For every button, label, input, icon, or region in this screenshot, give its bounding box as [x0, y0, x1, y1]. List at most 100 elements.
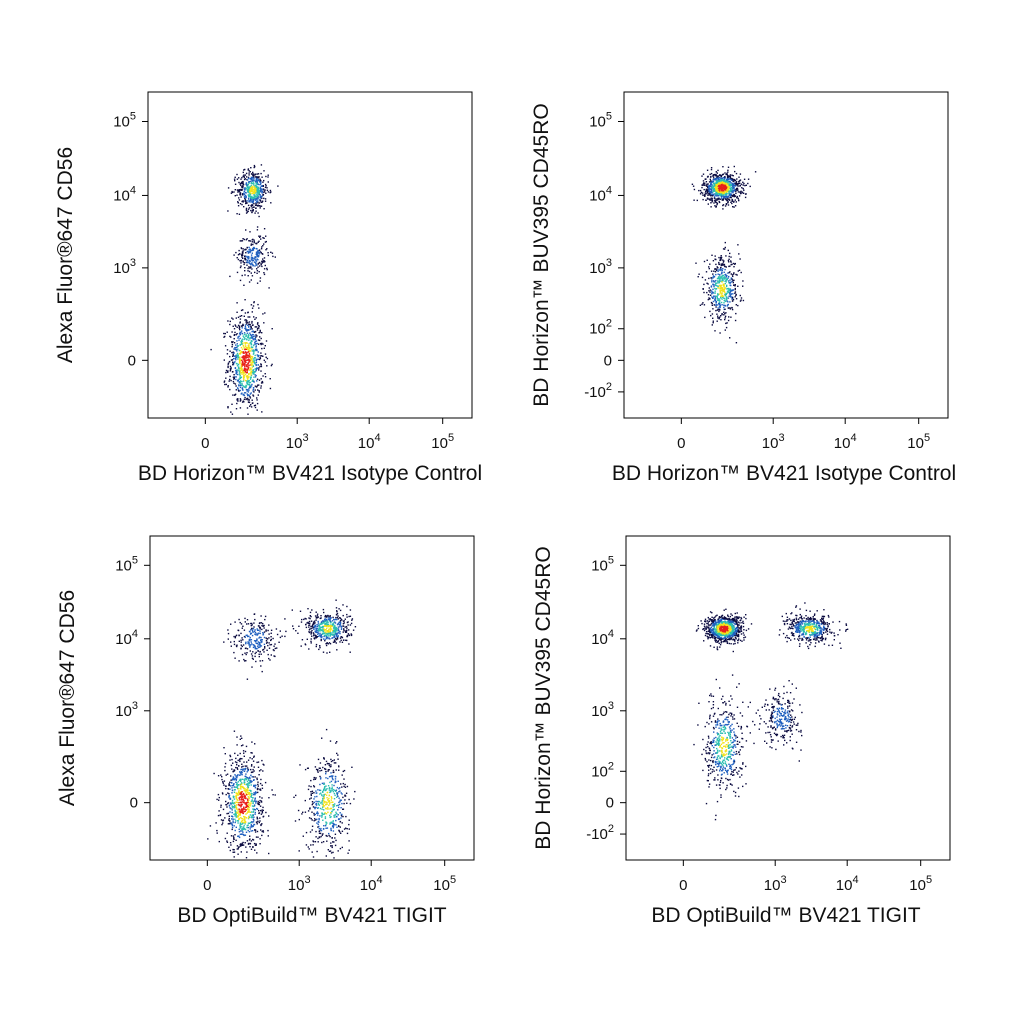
event-point [225, 793, 227, 796]
event-point [732, 262, 735, 265]
event-point [330, 625, 332, 627]
event-point [253, 808, 255, 810]
event-point [248, 350, 250, 352]
event-point [250, 801, 252, 803]
event-point [712, 308, 714, 310]
event-point [247, 354, 250, 357]
event-point [723, 192, 725, 194]
event-point [254, 341, 256, 344]
event-point [242, 808, 245, 810]
event-point [728, 261, 730, 263]
event-point [253, 194, 255, 196]
event-point [334, 619, 336, 621]
event-point [330, 807, 332, 810]
event-point [743, 182, 745, 185]
event-point [324, 625, 326, 627]
event-point [250, 370, 252, 372]
event-point [725, 285, 728, 288]
event-point [713, 185, 715, 188]
event-point [244, 842, 246, 844]
event-point [237, 205, 240, 207]
event-point [238, 360, 241, 362]
event-point [707, 183, 709, 185]
event-point [243, 369, 245, 372]
event-point [731, 308, 734, 311]
event-point [244, 775, 247, 778]
event-point [724, 274, 726, 276]
event-point [724, 308, 726, 310]
event-point [714, 271, 717, 273]
event-point [240, 178, 242, 180]
event-point [263, 272, 265, 274]
event-point [247, 366, 250, 368]
event-point [224, 332, 226, 335]
event-point [726, 300, 728, 302]
event-point [329, 625, 332, 627]
event-point [260, 365, 263, 368]
event-point [229, 807, 231, 809]
event-point [728, 177, 730, 180]
event-point [229, 275, 231, 278]
event-point [242, 822, 244, 825]
event-point [715, 191, 717, 193]
event-point [263, 208, 265, 210]
event-point [321, 626, 323, 628]
event-point [236, 271, 239, 274]
event-point [312, 806, 315, 808]
event-point [257, 646, 260, 649]
event-point [325, 855, 327, 857]
event-point [246, 329, 248, 332]
event-point [733, 266, 735, 268]
event-point [244, 189, 246, 191]
event-point [246, 256, 249, 258]
event-point [247, 251, 250, 253]
event-point [727, 176, 729, 178]
event-point [244, 274, 246, 276]
event-point [334, 633, 336, 635]
event-point [727, 201, 729, 203]
event-point [259, 843, 261, 845]
event-point [346, 629, 348, 632]
event-point [267, 629, 269, 632]
event-point [304, 617, 306, 620]
event-point [229, 811, 231, 813]
event-point [255, 262, 257, 265]
event-point [727, 277, 729, 279]
event-point [723, 297, 726, 300]
event-point [341, 619, 343, 621]
event-point [727, 272, 729, 274]
event-point [248, 382, 250, 384]
event-point [261, 176, 263, 178]
event-point [258, 803, 260, 806]
event-point [234, 331, 236, 334]
event-point [705, 189, 708, 191]
event-point [326, 623, 328, 626]
event-point [323, 635, 325, 638]
event-point [321, 794, 323, 797]
event-point [310, 632, 313, 634]
event-point [730, 290, 732, 292]
event-point [721, 271, 723, 273]
event-point [328, 832, 330, 835]
event-point [239, 322, 241, 324]
event-point [715, 269, 718, 272]
event-point [725, 196, 728, 198]
event-point [240, 745, 243, 747]
event-point [262, 260, 264, 262]
event-point [333, 759, 335, 761]
event-point [254, 776, 256, 778]
event-point [240, 380, 242, 382]
event-point [243, 385, 245, 388]
event-point [245, 364, 248, 366]
event-point [327, 621, 329, 624]
event-point [734, 179, 736, 182]
event-point [336, 611, 338, 613]
event-point [328, 764, 330, 766]
event-point [230, 192, 233, 194]
event-point [242, 309, 244, 311]
event-point [261, 195, 263, 197]
event-point [233, 191, 235, 193]
event-point [725, 255, 727, 257]
event-point [247, 329, 250, 331]
event-point [255, 345, 257, 347]
